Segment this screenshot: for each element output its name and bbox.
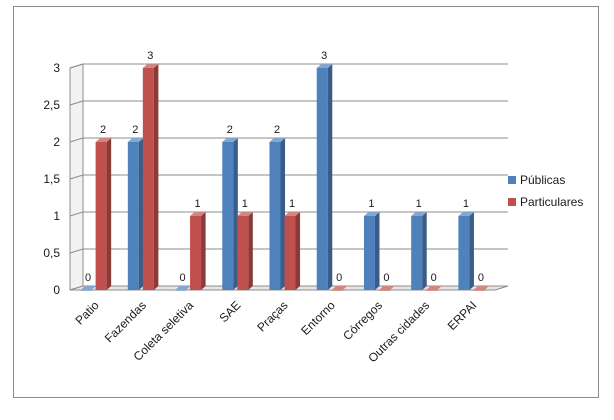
data-label: 1 (368, 198, 374, 210)
data-label: 2 (274, 124, 280, 136)
x-category-label: Praças (254, 298, 290, 334)
bar-particulares-0 (95, 138, 112, 290)
data-label: 0 (383, 272, 389, 284)
y-tick-label: 1,5 (43, 172, 60, 186)
data-label: 1 (194, 198, 200, 210)
bar-públicas-0 (80, 286, 97, 291)
x-category-label: Patio (72, 298, 101, 327)
bar-públicas-2 (175, 286, 191, 291)
gridline-diagonal (69, 137, 84, 143)
y-tick-label: 2 (53, 135, 60, 149)
x-category-label: Fazendas (102, 298, 149, 345)
bar-particulares-1 (142, 64, 159, 290)
data-label: 0 (478, 272, 484, 284)
bar-públicas-4 (269, 138, 286, 290)
legend-label-0: Públicas (520, 173, 565, 187)
bar-particulares-6 (378, 286, 395, 291)
bar-públicas-7 (411, 212, 427, 290)
y-tick-label: 3 (53, 61, 60, 75)
data-label: 3 (147, 50, 153, 62)
gridline-diagonal (69, 248, 84, 254)
data-label: 2 (132, 124, 138, 136)
y-tick-label: 1 (53, 209, 60, 223)
bar-públicas-6 (363, 212, 380, 290)
data-label: 1 (416, 198, 422, 210)
gridline-diagonal (69, 100, 84, 106)
data-label: 3 (321, 50, 327, 62)
data-label: 0 (336, 272, 342, 284)
gridline-diagonal (69, 211, 84, 217)
bar-particulares-2 (190, 212, 206, 290)
x-category-label: Córregos (340, 298, 385, 343)
data-label: 1 (289, 198, 295, 210)
bar-públicas-8 (458, 212, 474, 290)
legend-swatch-0 (508, 176, 516, 184)
y-tick-label: 0,5 (43, 246, 60, 260)
bar-particulares-5 (331, 286, 348, 291)
data-label: 0 (85, 272, 91, 284)
y-tick-label: 0 (53, 283, 60, 297)
data-label: 2 (227, 124, 233, 136)
gridline-diagonal (69, 174, 84, 180)
bar-particulares-7 (426, 286, 442, 291)
bar-particulares-4 (284, 212, 301, 290)
bar-públicas-1 (127, 138, 144, 290)
x-category-label: ERPAI (445, 298, 480, 333)
data-label: 0 (179, 272, 185, 284)
bar-públicas-5 (316, 64, 333, 290)
data-label: 0 (431, 272, 437, 284)
data-label: 1 (242, 198, 248, 210)
x-category-label: Entorno (298, 298, 338, 338)
bar-particulares-8 (473, 286, 489, 291)
data-label: 2 (100, 124, 106, 136)
gridline-diagonal (69, 63, 84, 69)
x-category-label: SAE (217, 298, 244, 325)
legend-swatch-1 (508, 198, 516, 206)
y-tick-label: 2,5 (43, 98, 60, 112)
bar-particulares-3 (237, 212, 253, 290)
data-label: 1 (463, 198, 469, 210)
bar-públicas-3 (222, 138, 238, 290)
legend-label-1: Particulares (520, 195, 583, 209)
